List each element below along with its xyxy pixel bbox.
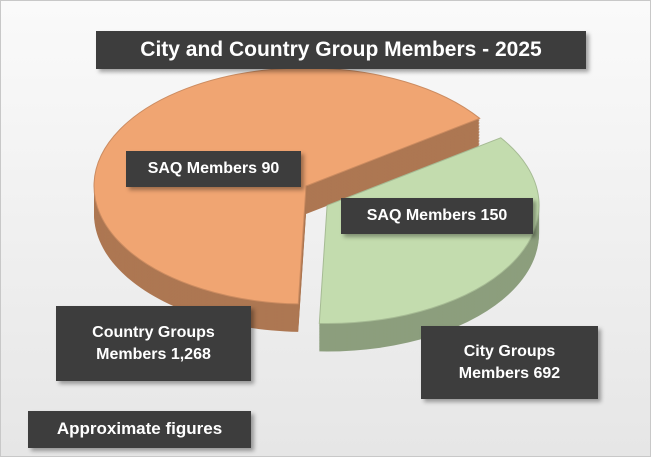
chart-title: City and Country Group Members - 2025	[96, 31, 586, 69]
data-label: Country Groups Members 1,268	[56, 306, 251, 381]
data-label: City Groups Members 692	[421, 326, 598, 399]
annotation: SAQ Members 90	[126, 151, 301, 187]
note: Approximate figures	[28, 411, 251, 448]
annotation: SAQ Members 150	[341, 198, 533, 234]
